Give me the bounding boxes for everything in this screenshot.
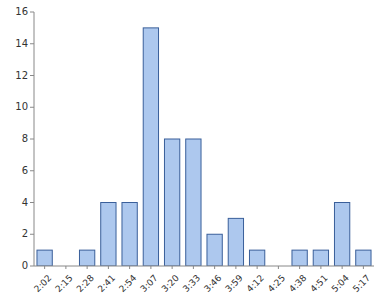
y-tick-label: 10 <box>15 101 28 112</box>
bars <box>37 28 371 266</box>
x-tick-label: 3:20 <box>160 273 182 295</box>
x-tick-label: 2:41 <box>96 273 117 294</box>
bar <box>37 250 52 266</box>
y-tick-label: 0 <box>22 260 28 271</box>
x-tick <box>214 266 215 269</box>
x-tick-label: 4:12 <box>245 273 266 294</box>
bar <box>164 139 179 266</box>
bar <box>313 250 328 266</box>
x-tick <box>129 266 130 269</box>
x-tick-label: 2:54 <box>117 273 139 295</box>
y-tick-label: 6 <box>22 165 28 176</box>
x-tick <box>257 266 258 269</box>
y-tick <box>30 266 34 267</box>
y-tick <box>30 107 34 108</box>
x-tick-label: 4:51 <box>308 273 329 294</box>
y-tick <box>30 234 34 235</box>
x-tick-label: 3:33 <box>181 273 202 294</box>
y-tick-label: 2 <box>22 228 28 239</box>
x-tick <box>278 266 279 269</box>
x-tick <box>44 266 45 269</box>
x-tick <box>172 266 173 269</box>
y-tick-label: 4 <box>22 197 28 208</box>
bar <box>143 28 158 266</box>
x-tick <box>193 266 194 269</box>
bar <box>334 203 349 267</box>
y-tick <box>30 75 34 76</box>
x-tick <box>87 266 88 269</box>
x-tick <box>299 266 300 269</box>
y-tick <box>30 170 34 171</box>
x-tick <box>320 266 321 269</box>
bar <box>207 234 222 266</box>
y-tick-label: 12 <box>15 70 28 81</box>
y-tick <box>30 12 34 13</box>
x-tick <box>363 266 364 269</box>
x-tick-label: 3:07 <box>138 273 159 294</box>
y-tick-label: 16 <box>15 6 28 17</box>
x-tick <box>235 266 236 269</box>
y-tick <box>30 43 34 44</box>
bar <box>356 250 371 266</box>
x-tick-label: 5:17 <box>351 273 372 294</box>
x-tick-label: 4:38 <box>287 273 309 295</box>
y-tick-label: 14 <box>15 38 28 49</box>
y-tick <box>30 139 34 140</box>
y-tick-label: 8 <box>22 133 28 144</box>
x-axis-line <box>34 266 374 267</box>
y-tick <box>30 202 34 203</box>
x-tick-label: 3:46 <box>202 273 224 295</box>
chart-container: 0 2 4 6 8 10 12 14 16 2:022:152:282:412:543:073:2… <box>0 0 384 306</box>
bar <box>228 218 243 266</box>
x-tick-label: 3:59 <box>223 273 245 295</box>
chart: 0 2 4 6 8 10 12 14 16 2:022:152:282:412:543:073:2… <box>0 0 384 306</box>
bar <box>79 250 94 266</box>
x-tick <box>108 266 109 269</box>
x-tick <box>150 266 151 269</box>
x-tick-label: 2:28 <box>75 273 97 295</box>
bar <box>186 139 201 266</box>
bar <box>249 250 264 266</box>
x-tick-label: 2:02 <box>32 273 53 294</box>
bar <box>292 250 307 266</box>
x-tick-label: 5:04 <box>330 273 352 295</box>
bar <box>122 203 137 267</box>
bar <box>101 203 116 267</box>
x-tick <box>342 266 343 269</box>
x-tick <box>65 266 66 269</box>
x-tick-label: 4:25 <box>266 273 287 294</box>
x-tick-label: 2:15 <box>53 273 74 294</box>
